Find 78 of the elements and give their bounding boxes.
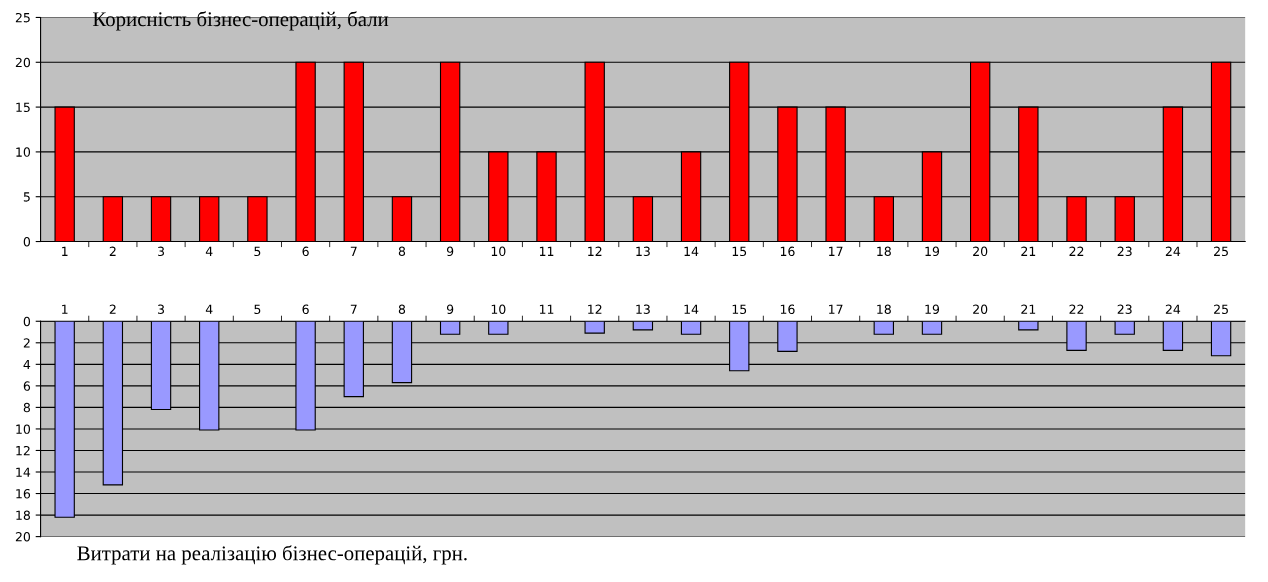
x-tick-label: 23 [1117, 304, 1132, 314]
bar [1114, 321, 1135, 335]
x-tick-label: 8 [398, 246, 406, 257]
y-tick-label: 10 [16, 147, 31, 157]
chart-title: Корисність бізнес-операцій, бали [92, 11, 389, 31]
x-tick-label: 18 [877, 304, 891, 314]
y-tick-label: 18 [16, 510, 30, 520]
x-tick-label: 15 [732, 246, 747, 257]
x-tick-label: 20 [973, 246, 988, 257]
y-tick-label: 15 [16, 102, 30, 113]
x-tick-label: 24 [1165, 304, 1181, 314]
x-tick-label: 20 [973, 304, 988, 314]
x-tick-label: 11 [539, 304, 554, 314]
x-tick-label: 17 [829, 304, 843, 314]
x-tick-label: 2 [109, 304, 116, 314]
y-tick-label: 10 [16, 424, 31, 434]
x-tick-label: 2 [109, 246, 116, 256]
x-tick-label: 7 [350, 304, 357, 314]
x-tick-label: 9 [446, 304, 454, 314]
bar [1018, 321, 1039, 331]
y-tick-label: 25 [15, 12, 30, 23]
y-tick-label: 16 [16, 489, 31, 499]
y-tick-label: 14 [16, 467, 31, 477]
y-tick-label: 2 [23, 338, 30, 348]
x-tick-label: 25 [1214, 246, 1228, 257]
x-tick-label: 23 [1117, 246, 1132, 257]
y-tick-label: 8 [23, 402, 30, 413]
x-tick-label: 3 [158, 246, 165, 257]
x-tick-label: 11 [539, 246, 554, 256]
x-tick-label: 22 [1069, 246, 1084, 256]
x-tick-label: 3 [158, 304, 165, 314]
x-tick-label: 13 [636, 304, 650, 314]
x-tick-label: 16 [780, 304, 795, 314]
bar [488, 321, 509, 335]
y-tick-label: 4 [23, 359, 31, 370]
bar [439, 321, 461, 335]
y-tick-label: 0 [23, 316, 31, 327]
y-tick-label: 5 [23, 192, 30, 202]
x-tick-label: 24 [1165, 246, 1181, 256]
x-tick-label: 15 [732, 304, 747, 314]
y-tick-label: 12 [16, 445, 30, 456]
bar [632, 321, 654, 331]
bar [921, 321, 943, 335]
x-tick-label: 19 [925, 304, 940, 314]
x-tick-label: 22 [1069, 304, 1084, 314]
x-tick-label: 25 [1214, 304, 1228, 314]
y-tick-label: 6 [23, 381, 31, 391]
x-tick-label: 1 [62, 304, 68, 314]
text: Витрати на реалізацію бізнес-операцій, грн. [77, 545, 467, 565]
x-tick-label: 10 [491, 246, 506, 257]
x-tick-label: 14 [684, 304, 699, 314]
x-tick-label: 21 [1021, 304, 1036, 314]
bar [680, 321, 702, 335]
x-tick-label: 19 [925, 246, 940, 257]
x-tick-label: 9 [446, 246, 454, 257]
y-tick-label: 0 [23, 237, 31, 247]
x-tick-label: 1 [62, 246, 68, 256]
x-tick-label: 5 [254, 246, 261, 257]
x-tick-label: 7 [350, 246, 357, 256]
x-tick-label: 16 [780, 246, 795, 257]
x-tick-label: 13 [636, 246, 650, 257]
x-tick-label: 6 [302, 246, 309, 257]
x-tick-label: 12 [588, 246, 602, 256]
y-tick-label: 20 [15, 532, 31, 542]
x-tick-label: 14 [684, 246, 699, 256]
x-tick-label: 12 [588, 304, 602, 314]
x-tick-label: 18 [877, 246, 891, 257]
bar [873, 321, 894, 335]
x-tick-label: 10 [491, 304, 506, 314]
x-tick-label: 17 [829, 246, 843, 256]
x-tick-label: 8 [398, 304, 406, 314]
y-tick-label: 20 [15, 57, 31, 68]
bar [584, 321, 605, 334]
x-tick-label: 4 [205, 304, 213, 314]
x-tick-label: 21 [1021, 246, 1036, 256]
x-tick-label: 4 [205, 246, 213, 256]
x-tick-label: 6 [302, 304, 309, 314]
x-tick-label: 5 [254, 304, 261, 314]
